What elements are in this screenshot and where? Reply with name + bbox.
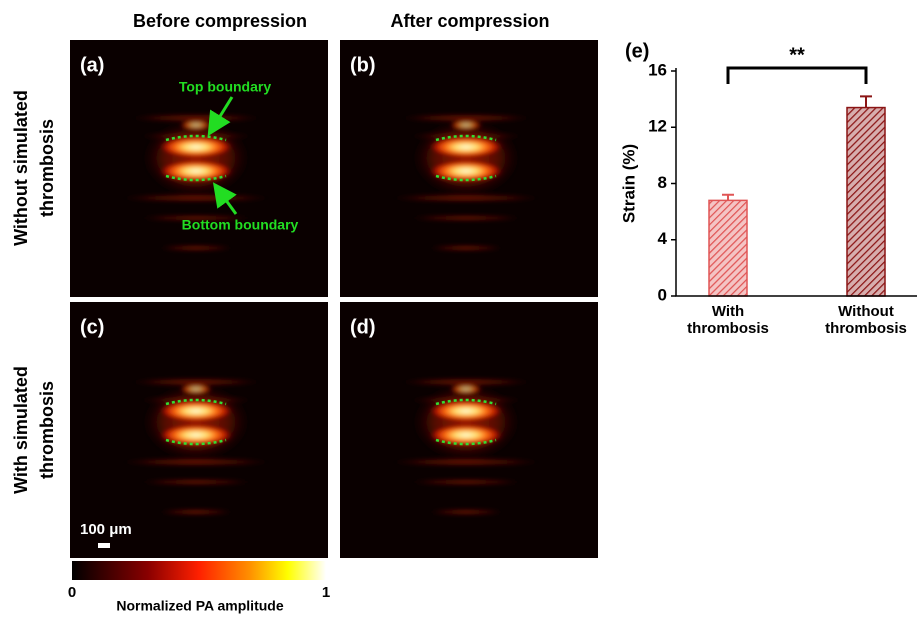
scale-bar: [98, 543, 110, 548]
annotation: Top boundary: [179, 79, 271, 95]
y-tick-label: 12: [648, 117, 667, 136]
scale-bar-label: 100 μm: [80, 521, 132, 538]
pa-artifact: [156, 509, 236, 515]
pa-band: [450, 384, 482, 394]
pa-band: [428, 400, 504, 422]
top-boundary: [165, 134, 227, 142]
pa-band: [428, 424, 504, 446]
pa-band: [158, 160, 234, 182]
y-tick-label: 16: [648, 60, 667, 79]
column-title: After compression: [390, 11, 549, 31]
pa-band: [158, 136, 234, 158]
pa-signal: [116, 114, 276, 251]
pa-artifact: [156, 245, 236, 251]
axes: [675, 68, 917, 297]
pa-signal: [386, 114, 546, 251]
pa-band: [428, 136, 504, 158]
pa-band: [158, 424, 234, 446]
pa-band: [450, 120, 482, 130]
pa-artifact: [406, 215, 526, 221]
pa-band: [158, 400, 234, 422]
y-tick-label: 8: [658, 173, 667, 192]
pa-band: [180, 384, 212, 394]
error-bar: [722, 193, 734, 201]
top-boundary: [435, 398, 497, 406]
x-tick-label: Without thrombosis: [825, 303, 907, 337]
pa-band: [180, 120, 212, 130]
panel-label: (d): [350, 316, 376, 338]
pa-artifact: [406, 479, 526, 485]
pa-band: [428, 160, 504, 182]
pa-artifact: [426, 245, 506, 251]
colorbar-label: Normalized PA amplitude: [116, 598, 283, 614]
top-boundary: [435, 134, 497, 142]
colorbar-min: 0: [68, 584, 76, 601]
pa-artifact: [136, 479, 256, 485]
bottom-boundary: [165, 438, 227, 446]
x-tick-label: With thrombosis: [687, 303, 769, 337]
bar: [708, 199, 748, 297]
panel-label: (e): [625, 40, 649, 62]
colorbar: [72, 561, 326, 580]
bottom-boundary: [435, 438, 497, 446]
bar: [846, 106, 886, 297]
row-title: thrombosis: [37, 381, 57, 479]
top-boundary: [165, 398, 227, 406]
panel-label: (a): [80, 54, 104, 76]
significance: **: [789, 44, 805, 66]
bottom-boundary: [165, 174, 227, 182]
panel-label: (b): [350, 54, 376, 76]
row-title: With simulated: [11, 366, 31, 494]
column-title: Before compression: [133, 11, 307, 31]
row-title: Without simulated: [11, 90, 31, 246]
y-tick-label: 0: [658, 285, 667, 304]
annotation: Bottom boundary: [182, 217, 299, 233]
y-tick-label: 4: [658, 229, 668, 248]
row-title: thrombosis: [37, 119, 57, 217]
bottom-boundary: [435, 174, 497, 182]
significance-bracket: [726, 66, 868, 84]
pa-signal: [116, 378, 276, 515]
colorbar-max: 1: [322, 584, 330, 601]
pa-artifact: [136, 215, 256, 221]
error-bar: [860, 95, 872, 108]
arrow: [207, 96, 234, 137]
y-axis-label: Strain (%): [619, 144, 638, 223]
arrow: [212, 182, 238, 215]
pa-signal: [386, 378, 546, 515]
panel-label: (c): [80, 316, 104, 338]
pa-artifact: [426, 509, 506, 515]
